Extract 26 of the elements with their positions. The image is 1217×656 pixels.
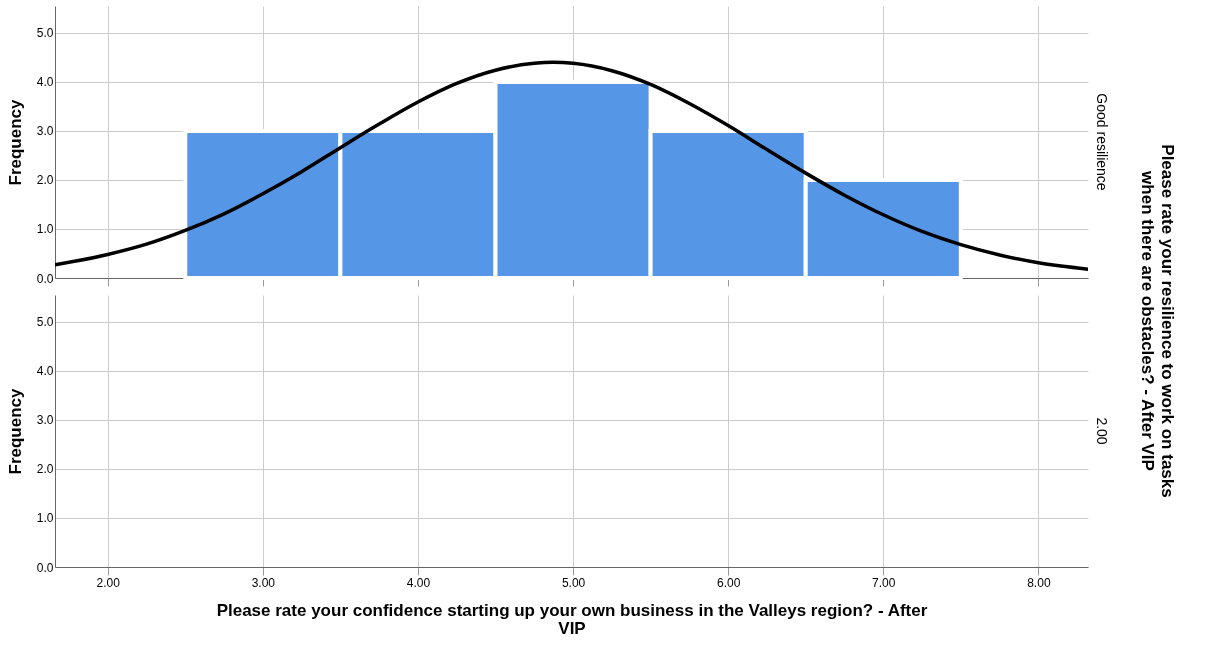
x-tick-label: 2.00 — [96, 575, 121, 590]
y-tick-label: 4.0 — [36, 364, 54, 379]
x-tick-label: 7.00 — [872, 575, 896, 590]
y-tick-label: 5.0 — [36, 26, 54, 41]
x-axis-title: Please rate your confidence starting up your own business in the Valleys region? - After VIP — [216, 600, 928, 638]
y2-axis-title: Good resilience — [1094, 93, 1110, 191]
y-tick-label: 5.0 — [36, 315, 54, 330]
y-tick-label: 2.0 — [36, 173, 54, 188]
y-tick-label: 3.0 — [36, 124, 54, 139]
y-tick-label: 3.0 — [36, 413, 54, 428]
x-tick-label: 3.00 — [251, 575, 276, 590]
x-tick-label: 6.00 — [716, 575, 741, 590]
text: Please rate your resilience to work on tasks when there are obstacles? - After VIP — [1138, 144, 1177, 498]
y-tick-label: 1.0 — [36, 222, 54, 237]
y-axis-title: Frequency — [5, 98, 25, 186]
line-series — [55, 60, 1088, 271]
y2-axis-title: 2.00 — [1094, 417, 1110, 445]
x-tick-label: 8.00 — [1027, 575, 1051, 590]
y-tick-label: 1.0 — [36, 511, 54, 526]
y-tick-label: 4.0 — [36, 75, 54, 90]
y-tick-label: 0.0 — [36, 560, 54, 575]
y-axis-title: Frequency — [5, 387, 25, 475]
x-tick-label: 5.00 — [561, 575, 586, 590]
y-tick-label: 0.0 — [36, 271, 54, 286]
y-tick-label: 2.0 — [36, 462, 54, 477]
x-tick-label: 4.00 — [406, 575, 431, 590]
